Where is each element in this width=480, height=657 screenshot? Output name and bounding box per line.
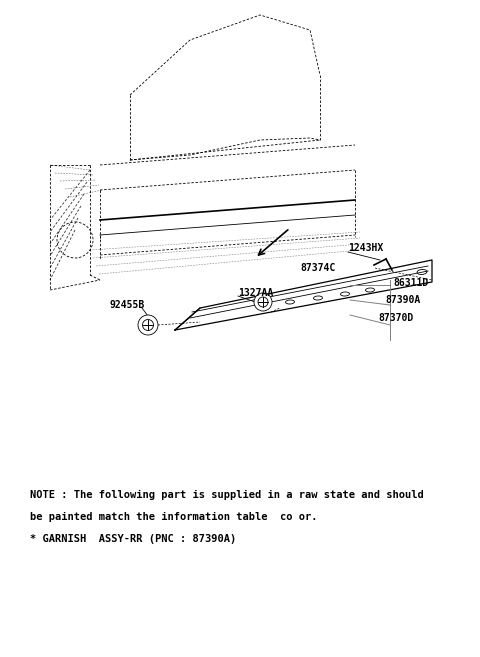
- Text: * GARNISH  ASSY-RR (PNC : 87390A): * GARNISH ASSY-RR (PNC : 87390A): [30, 534, 236, 544]
- Text: 86311D: 86311D: [393, 278, 428, 288]
- Polygon shape: [175, 260, 432, 330]
- Text: 87374C: 87374C: [300, 263, 335, 273]
- Text: 92455B: 92455B: [110, 300, 145, 310]
- Text: 87390A: 87390A: [385, 295, 420, 305]
- Text: 1327AA: 1327AA: [238, 288, 273, 298]
- Ellipse shape: [254, 293, 272, 311]
- Text: NOTE : The following part is supplied in a raw state and should: NOTE : The following part is supplied in…: [30, 490, 424, 500]
- Text: 1243HX: 1243HX: [348, 243, 383, 253]
- Text: be painted match the information table  co or.: be painted match the information table c…: [30, 512, 317, 522]
- Ellipse shape: [138, 315, 158, 335]
- Text: 87370D: 87370D: [378, 313, 413, 323]
